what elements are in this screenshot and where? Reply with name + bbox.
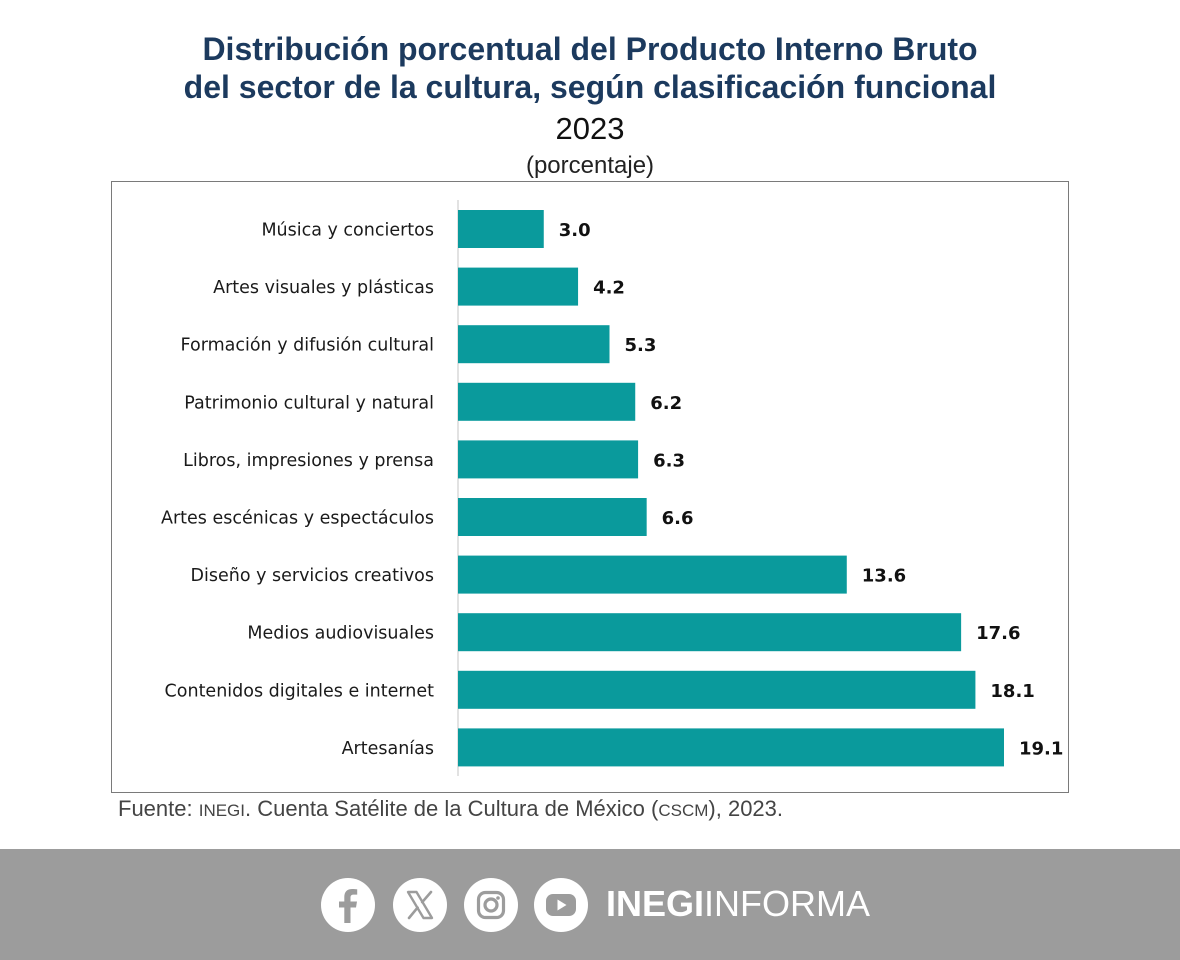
category-label: Patrimonio cultural y natural <box>184 393 434 413</box>
category-label: Artes escénicas y espectáculos <box>161 509 434 529</box>
chart-frame: Música y conciertos 3.0 Artes visuales y p… <box>111 181 1069 793</box>
bar <box>458 382 636 421</box>
value-label: 18.1 <box>990 681 1034 702</box>
brand-bold: INEGI <box>606 883 705 924</box>
bar-chart: Música y conciertos 3.0 Artes visuales y p… <box>161 200 1063 776</box>
bar <box>458 267 579 306</box>
source-label: Fuente: <box>118 796 199 821</box>
value-label: 13.6 <box>862 566 906 587</box>
category-label: Música y conciertos <box>261 221 434 241</box>
bar <box>458 210 544 248</box>
chart-unit: (porcentaje) <box>525 152 655 179</box>
bar <box>458 440 639 479</box>
value-label: 17.6 <box>976 623 1020 644</box>
source-note: Fuente: INEGI. Cuenta Satélite de la Cul… <box>118 795 783 825</box>
bar <box>458 613 962 652</box>
facebook-icon[interactable] <box>320 877 376 933</box>
value-label: 19.1 <box>1019 738 1063 759</box>
category-label: Libros, impresiones y prensa <box>183 451 434 471</box>
chart-year: 2023 <box>555 111 625 146</box>
source-org: INEGI <box>198 801 246 820</box>
x-icon[interactable] <box>392 877 448 933</box>
category-label: Medios audiovisuales <box>247 624 434 644</box>
footer-bar: INEGIINFORMA <box>0 849 1180 960</box>
source-text-1: . Cuenta Satélite de la Cultura de Méxic… <box>245 796 659 821</box>
value-label: 5.3 <box>625 335 657 356</box>
category-label: Diseño y servicios creativos <box>191 566 435 586</box>
bar <box>458 325 610 364</box>
source-abbr: CSCM <box>658 801 709 820</box>
category-label: Formación y difusión cultural <box>181 336 434 356</box>
source-text-2: ), 2023. <box>708 796 784 821</box>
value-label: 6.6 <box>662 508 694 529</box>
bar <box>458 728 1004 767</box>
bar <box>458 670 976 709</box>
chart-title: Distribución porcentual del Producto Int… <box>0 30 1180 106</box>
youtube-icon[interactable] <box>533 877 589 933</box>
instagram-icon[interactable] <box>463 877 519 933</box>
value-label: 3.0 <box>559 220 591 241</box>
title-line-1: Distribución porcentual del Producto Int… <box>202 31 978 67</box>
value-label: 4.2 <box>593 278 625 299</box>
value-label: 6.2 <box>650 393 682 414</box>
inegi-informa-brand: INEGIINFORMA <box>606 882 870 926</box>
bar <box>458 555 847 594</box>
category-label: Artesanías <box>342 739 434 759</box>
value-label: 6.3 <box>653 450 685 471</box>
bar <box>458 498 647 536</box>
title-line-2: del sector de la cultura, según clasific… <box>183 69 997 105</box>
category-label: Contenidos digitales e internet <box>165 681 435 701</box>
category-label: Artes visuales y plásticas <box>213 278 434 298</box>
brand-light: INFORMA <box>704 883 871 924</box>
